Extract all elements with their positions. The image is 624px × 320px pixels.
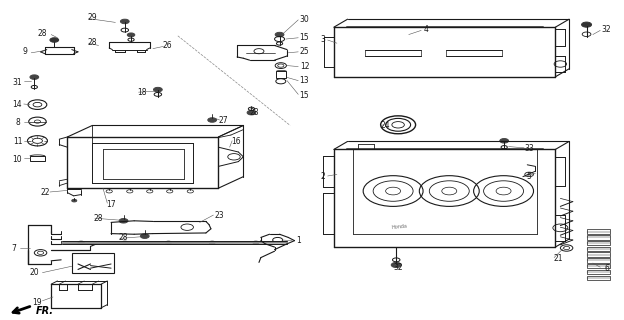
Text: 26: 26 xyxy=(162,41,172,50)
Text: 19: 19 xyxy=(32,298,42,307)
Text: 2: 2 xyxy=(321,172,326,181)
Text: 4: 4 xyxy=(423,25,428,34)
Bar xyxy=(587,264,610,268)
Bar xyxy=(587,252,610,257)
Text: 12: 12 xyxy=(300,62,310,71)
Circle shape xyxy=(165,241,172,244)
Text: 20: 20 xyxy=(29,268,39,277)
Text: 9: 9 xyxy=(22,47,27,56)
Circle shape xyxy=(582,22,592,27)
Circle shape xyxy=(253,241,259,244)
Text: 15: 15 xyxy=(300,33,310,42)
Bar xyxy=(587,241,610,245)
Text: 18: 18 xyxy=(137,88,147,97)
Text: 28: 28 xyxy=(250,108,260,117)
Text: 8: 8 xyxy=(15,118,20,127)
Text: 6: 6 xyxy=(604,264,609,273)
Text: 1: 1 xyxy=(296,236,301,245)
Text: FR.: FR. xyxy=(36,306,54,316)
Circle shape xyxy=(127,33,135,37)
Bar xyxy=(587,235,610,240)
Bar xyxy=(276,71,286,78)
Text: 32: 32 xyxy=(602,25,612,34)
Circle shape xyxy=(72,199,77,202)
Bar xyxy=(587,258,610,263)
Text: 28: 28 xyxy=(37,29,47,38)
Text: 33: 33 xyxy=(524,144,534,153)
Text: 21: 21 xyxy=(553,254,563,263)
Text: 14: 14 xyxy=(12,100,22,109)
Bar xyxy=(72,253,114,273)
Text: 32: 32 xyxy=(393,263,403,272)
Text: 10: 10 xyxy=(12,155,22,164)
Text: 25: 25 xyxy=(300,47,310,56)
Bar xyxy=(587,276,610,280)
Text: 3: 3 xyxy=(321,35,326,44)
Circle shape xyxy=(78,241,84,244)
Bar xyxy=(587,247,610,251)
Circle shape xyxy=(140,234,149,238)
Circle shape xyxy=(391,262,401,268)
Text: 28: 28 xyxy=(94,214,104,223)
Bar xyxy=(587,270,610,274)
Text: 30: 30 xyxy=(300,15,310,24)
Text: Honda: Honda xyxy=(391,223,407,230)
Circle shape xyxy=(122,241,128,244)
Circle shape xyxy=(208,118,217,122)
Bar xyxy=(587,229,610,234)
Text: 27: 27 xyxy=(218,116,228,125)
Text: 15: 15 xyxy=(300,91,310,100)
Bar xyxy=(30,156,45,161)
Text: 23: 23 xyxy=(215,211,225,220)
Text: 29: 29 xyxy=(87,13,97,22)
Circle shape xyxy=(247,110,256,115)
Text: 28: 28 xyxy=(87,38,97,47)
Text: 5: 5 xyxy=(527,172,532,181)
Circle shape xyxy=(50,38,59,42)
Text: 16: 16 xyxy=(231,137,241,146)
Circle shape xyxy=(120,19,129,24)
Circle shape xyxy=(209,241,215,244)
Text: 22: 22 xyxy=(40,188,50,197)
Text: 24: 24 xyxy=(381,121,391,130)
Circle shape xyxy=(500,139,509,143)
Text: 17: 17 xyxy=(106,200,116,209)
Circle shape xyxy=(30,75,39,79)
Text: 13: 13 xyxy=(300,76,310,85)
Circle shape xyxy=(154,87,162,92)
Text: 7: 7 xyxy=(11,244,16,253)
Text: 31: 31 xyxy=(12,78,22,87)
Text: 28: 28 xyxy=(119,233,129,242)
Text: 11: 11 xyxy=(12,137,22,146)
Circle shape xyxy=(275,32,284,37)
Circle shape xyxy=(119,219,128,223)
